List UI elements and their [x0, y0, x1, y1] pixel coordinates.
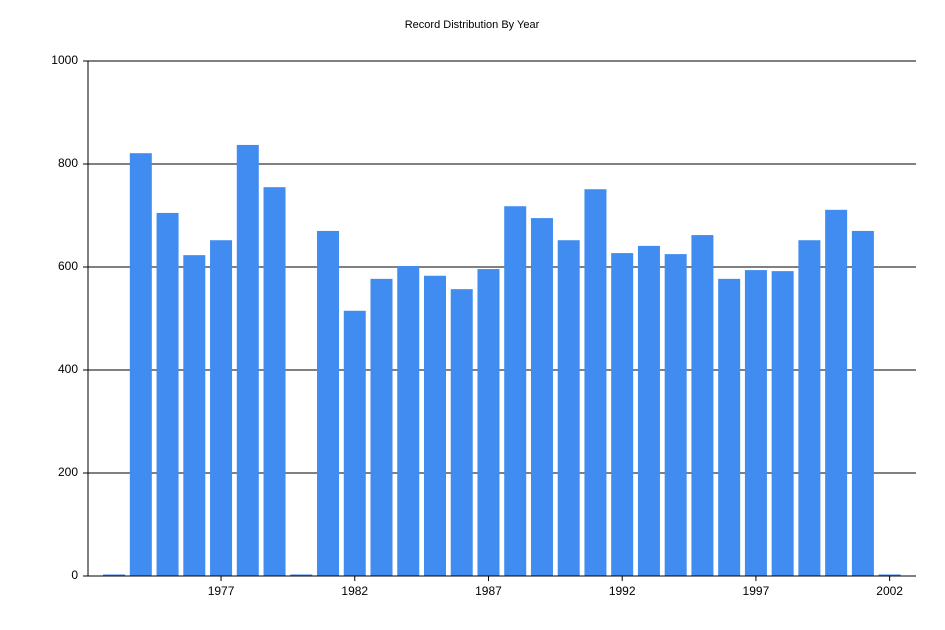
- bar: [477, 269, 500, 576]
- bar: [584, 189, 607, 577]
- bar: [825, 209, 848, 576]
- bar: [771, 271, 794, 576]
- bar: [423, 275, 446, 576]
- x-tick-label: 1987: [475, 584, 502, 598]
- bar: [370, 278, 393, 576]
- bar: [637, 245, 660, 576]
- bar: [504, 206, 527, 577]
- bar: [397, 265, 420, 576]
- x-tick-label: 1977: [208, 584, 235, 598]
- bar: [290, 574, 313, 576]
- x-tick-label: 2002: [876, 584, 903, 598]
- bar: [851, 230, 874, 576]
- y-tick-label: 400: [58, 362, 78, 376]
- bar: [664, 254, 687, 576]
- bar: [691, 235, 714, 576]
- bar: [718, 278, 741, 576]
- y-tick-label: 1000: [51, 53, 78, 67]
- y-tick-label: 600: [58, 259, 78, 273]
- bar: [611, 253, 634, 576]
- y-tick-label: 0: [71, 568, 78, 582]
- x-tick-label: 1997: [743, 584, 770, 598]
- bar: [343, 310, 366, 576]
- bar: [557, 240, 580, 576]
- bar: [450, 289, 473, 576]
- bar: [210, 240, 233, 576]
- bar: [744, 270, 767, 576]
- bar: [798, 240, 821, 576]
- x-tick-label: 1992: [609, 584, 636, 598]
- bar: [530, 218, 553, 576]
- bar: [183, 255, 206, 576]
- bar: [878, 574, 901, 576]
- x-tick-label: 1982: [341, 584, 368, 598]
- bar: [263, 187, 286, 577]
- bar: [103, 574, 126, 576]
- bar: [129, 153, 152, 576]
- y-tick-label: 200: [58, 465, 78, 479]
- y-tick-label: 800: [58, 156, 78, 170]
- chart-title: Record Distribution By Year: [405, 19, 540, 31]
- bar: [317, 230, 340, 576]
- bar: [156, 212, 179, 577]
- bar: [236, 144, 259, 576]
